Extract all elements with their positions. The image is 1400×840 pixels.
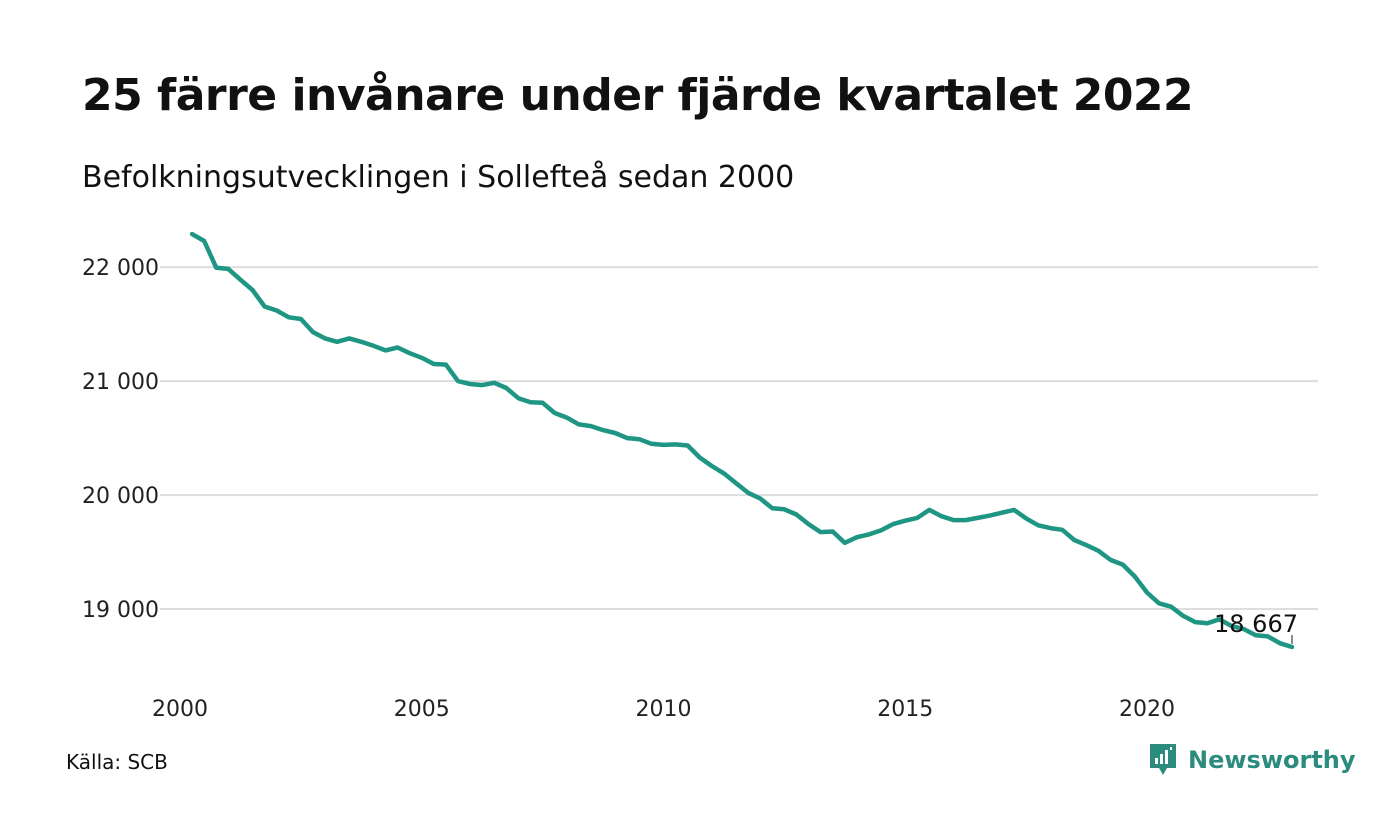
population-line-chart: 19 000 20 000 21 000 22 000 2000 2005 2010 201… — [82, 231, 1318, 722]
end-annotation: 18 667 — [1214, 610, 1298, 644]
x-axis-ticks: 2000 2005 2010 2015 2020 — [152, 697, 1175, 722]
brand-logo: Newsworthy — [1148, 742, 1356, 778]
chart-subtitle: Befolkningsutvecklingen i Sollefteå seda… — [82, 160, 795, 195]
chart-title: 25 färre invånare under fjärde kvartalet… — [82, 70, 1194, 121]
newsworthy-logo-icon — [1150, 744, 1176, 775]
y-tick-label: 20 000 — [82, 484, 159, 509]
end-value-label: 18 667 — [1214, 610, 1298, 638]
x-tick-label: 2000 — [152, 697, 208, 722]
x-tick-label: 2020 — [1119, 697, 1175, 722]
brand-name: Newsworthy — [1188, 746, 1356, 774]
y-tick-label: 22 000 — [82, 256, 159, 281]
series-line — [189, 231, 1295, 650]
gridlines — [160, 266, 1318, 611]
y-tick-label: 21 000 — [82, 370, 159, 395]
x-tick-label: 2005 — [394, 697, 450, 722]
y-axis-ticks: 19 000 20 000 21 000 22 000 — [82, 256, 159, 623]
x-tick-label: 2010 — [635, 697, 691, 722]
source-note: Källa: SCB — [66, 750, 168, 774]
x-tick-label: 2015 — [877, 697, 933, 722]
series-layer — [189, 231, 1295, 650]
y-tick-label: 19 000 — [82, 598, 159, 623]
